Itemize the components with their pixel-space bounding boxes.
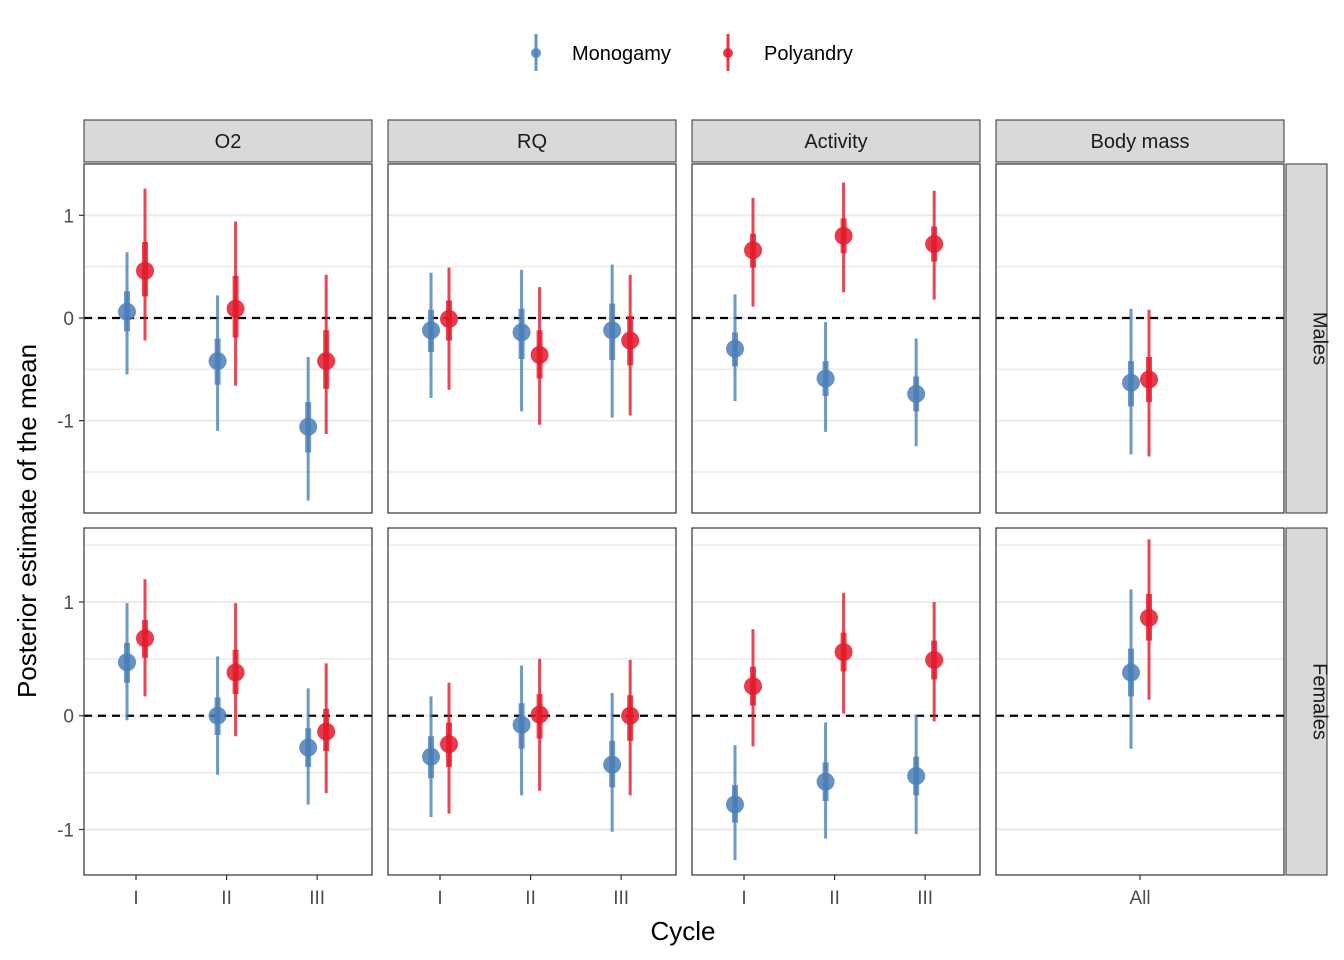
point-polyandry-iii-mean [621, 331, 640, 350]
point-polyandry-ii-mean [834, 643, 853, 662]
panel-females-body-mass: All [995, 527, 1285, 909]
panel-border [83, 163, 373, 514]
panel-background [996, 164, 1284, 513]
point-polyandry-i-mean [440, 309, 459, 328]
x-tick-label: All [1129, 888, 1150, 909]
x-tick-label: II [829, 888, 840, 909]
point-monogamy-ii-mean [512, 715, 531, 734]
point-polyandry-i-mean [136, 261, 155, 280]
point-monogamy-ii-mean [208, 706, 227, 725]
y-tick-label: 1 [63, 206, 74, 227]
point-monogamy-i-mean [118, 653, 137, 672]
panel-border [995, 163, 1285, 514]
panel-background [692, 528, 980, 875]
facet-panels: O2 RQ Activity Body mass Males Females -1 0 1 -1 0… [57, 119, 1331, 909]
point-monogamy-i-mean [422, 321, 441, 340]
point-monogamy-ii-mean [816, 772, 835, 791]
facet-strip-label-females: Females [1309, 663, 1331, 740]
legend-label-polyandry: Polyandry [764, 43, 853, 65]
panel-males-o2: -1 0 1 [57, 163, 373, 514]
y-tick-label: 0 [63, 309, 74, 330]
point-polyandry-ii-mean [226, 663, 245, 682]
legend-entry-polyandry: Polyandry [723, 34, 853, 71]
panel-females-rq: I II III [387, 527, 677, 909]
panel-border [83, 527, 373, 876]
x-axis-title: Cycle [650, 916, 715, 946]
point-monogamy-ii-mean [208, 352, 227, 371]
point-monogamy-iii-mean [907, 767, 926, 786]
facet-strip-body-mass [995, 119, 1285, 163]
facet-strip-females [1285, 527, 1328, 876]
x-tick-label: I [741, 888, 746, 909]
x-tick-label: III [613, 888, 629, 909]
y-tick-label: -1 [57, 820, 74, 841]
point-monogamy-i-mean [726, 339, 745, 358]
point-polyandry-all-mean [1140, 608, 1158, 627]
panel-females-activity: I II III [691, 527, 981, 909]
point-polyandry-i-mean [440, 735, 459, 754]
point-monogamy-ii-mean [512, 323, 531, 342]
legend-key-dot-monogamy [531, 48, 541, 58]
facet-strip-label-o2: O2 [215, 131, 242, 153]
panel-males-activity [691, 163, 981, 514]
point-polyandry-ii-mean [530, 705, 549, 724]
point-monogamy-iii-mean [603, 321, 622, 340]
point-polyandry-iii-mean [621, 706, 640, 725]
legend-key-dot-polyandry [723, 48, 733, 58]
facet-strip-rq [387, 119, 677, 163]
panel-border [387, 527, 677, 876]
point-monogamy-iii-mean [603, 755, 622, 774]
x-tick-label: II [525, 888, 536, 909]
panel-border [387, 163, 677, 514]
x-tick-label: III [309, 888, 325, 909]
facet-strip-label-activity: Activity [804, 131, 867, 153]
point-monogamy-iii-mean [907, 384, 926, 403]
facet-strip-males [1285, 163, 1328, 514]
panel-border [691, 163, 981, 514]
point-polyandry-iii-mean [317, 722, 336, 741]
facet-strip-activity [691, 119, 981, 163]
panel-males-rq [387, 163, 677, 514]
x-tick-label: I [133, 888, 138, 909]
point-monogamy-all-mean [1122, 373, 1140, 392]
point-polyandry-iii-mean [317, 352, 336, 371]
point-monogamy-i-mean [118, 302, 137, 321]
point-polyandry-iii-mean [925, 235, 944, 254]
panel-males-body-mass [995, 163, 1285, 514]
legend-entry-monogamy: Monogamy [531, 34, 671, 71]
panel-background [84, 528, 372, 875]
point-polyandry-ii-mean [226, 299, 245, 318]
point-polyandry-i-mean [136, 629, 155, 648]
y-axis-title: Posterior estimate of the mean [12, 344, 42, 698]
facet-strip-label-rq: RQ [517, 131, 547, 153]
y-tick-label: 1 [63, 593, 74, 614]
panel-background [692, 164, 980, 513]
x-tick-label: I [437, 888, 442, 909]
legend: Monogamy Polyandry [531, 34, 853, 71]
point-polyandry-ii-mean [530, 345, 549, 364]
facet-strip-o2 [83, 119, 373, 163]
facet-strip-label-males: Males [1309, 312, 1331, 365]
y-tick-label: 0 [63, 707, 74, 728]
panel-background [996, 528, 1284, 875]
point-monogamy-iii-mean [299, 417, 318, 436]
panel-border [691, 527, 981, 876]
point-monogamy-ii-mean [816, 369, 835, 388]
point-monogamy-iii-mean [299, 738, 318, 757]
point-polyandry-all-mean [1140, 370, 1158, 389]
x-tick-label: II [221, 888, 232, 909]
point-polyandry-iii-mean [925, 650, 944, 669]
point-polyandry-i-mean [744, 677, 763, 696]
point-monogamy-i-mean [422, 747, 441, 766]
facet-strip-label-body-mass: Body mass [1091, 131, 1190, 153]
point-monogamy-all-mean [1122, 663, 1140, 682]
y-tick-label: -1 [57, 412, 74, 433]
point-monogamy-i-mean [726, 795, 745, 814]
point-polyandry-ii-mean [834, 226, 853, 245]
point-polyandry-i-mean [744, 241, 763, 260]
legend-label-monogamy: Monogamy [572, 43, 671, 65]
x-tick-label: III [917, 888, 933, 909]
